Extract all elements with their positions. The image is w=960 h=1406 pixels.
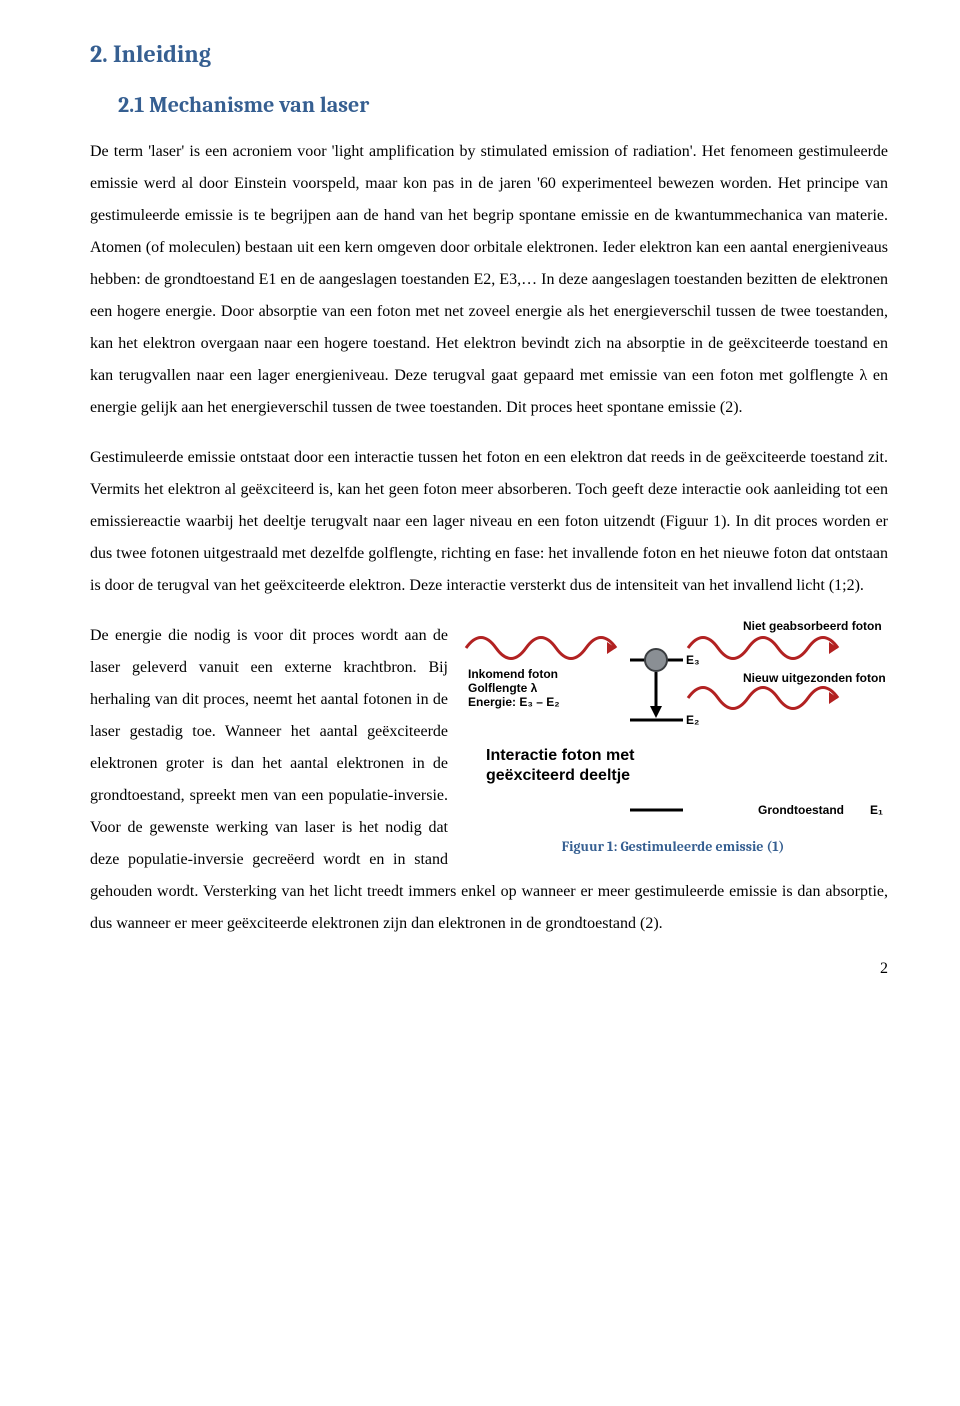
page-number: 2: [90, 960, 888, 978]
transition-arrow-head: [650, 706, 662, 718]
excited-electron-icon: [645, 649, 667, 671]
incoming-foton-title: Inkomend foton: [468, 667, 558, 681]
new-photon-wave: [688, 688, 838, 709]
paragraph-1: De term 'laser' is een acroniem voor 'li…: [90, 136, 888, 424]
figure-1: E₃ E₂ E₁ Niet geabsorbeerd foton Nieuw u…: [458, 620, 888, 855]
paragraph-2: Gestimuleerde emissie ontstaat door een …: [90, 442, 888, 602]
label-not-absorbed: Niet geabsorbeerd foton: [743, 620, 882, 633]
figure-caption: Figuur 1: Gestimuleerde emissie (1): [458, 838, 888, 855]
interaction-line2: geëxciteerd deeltje: [486, 767, 630, 784]
label-e2: E₂: [686, 713, 699, 727]
label-ground-state: Grondtoestand: [758, 803, 844, 817]
label-e3: E₃: [686, 653, 700, 667]
interaction-line1: Interactie foton met: [486, 747, 635, 764]
incoming-foton-energy: Energie: E₃ – E₂: [468, 695, 560, 709]
paragraph-3-with-figure: E₃ E₂ E₁ Niet geabsorbeerd foton Nieuw u…: [90, 620, 888, 940]
label-new-foton: Nieuw uitgezonden foton: [743, 671, 886, 685]
section-heading: 2. Inleiding: [90, 40, 888, 68]
subsection-heading: 2.1 Mechanisme van laser: [118, 92, 888, 118]
label-e1: E₁: [870, 803, 883, 817]
not-absorbed-photon-wave: [688, 638, 838, 659]
stimulated-emission-diagram: E₃ E₂ E₁ Niet geabsorbeerd foton Nieuw u…: [458, 620, 888, 830]
incoming-foton-wavelength: Golflengte λ: [468, 681, 538, 695]
incoming-photon-wave: [466, 638, 616, 659]
